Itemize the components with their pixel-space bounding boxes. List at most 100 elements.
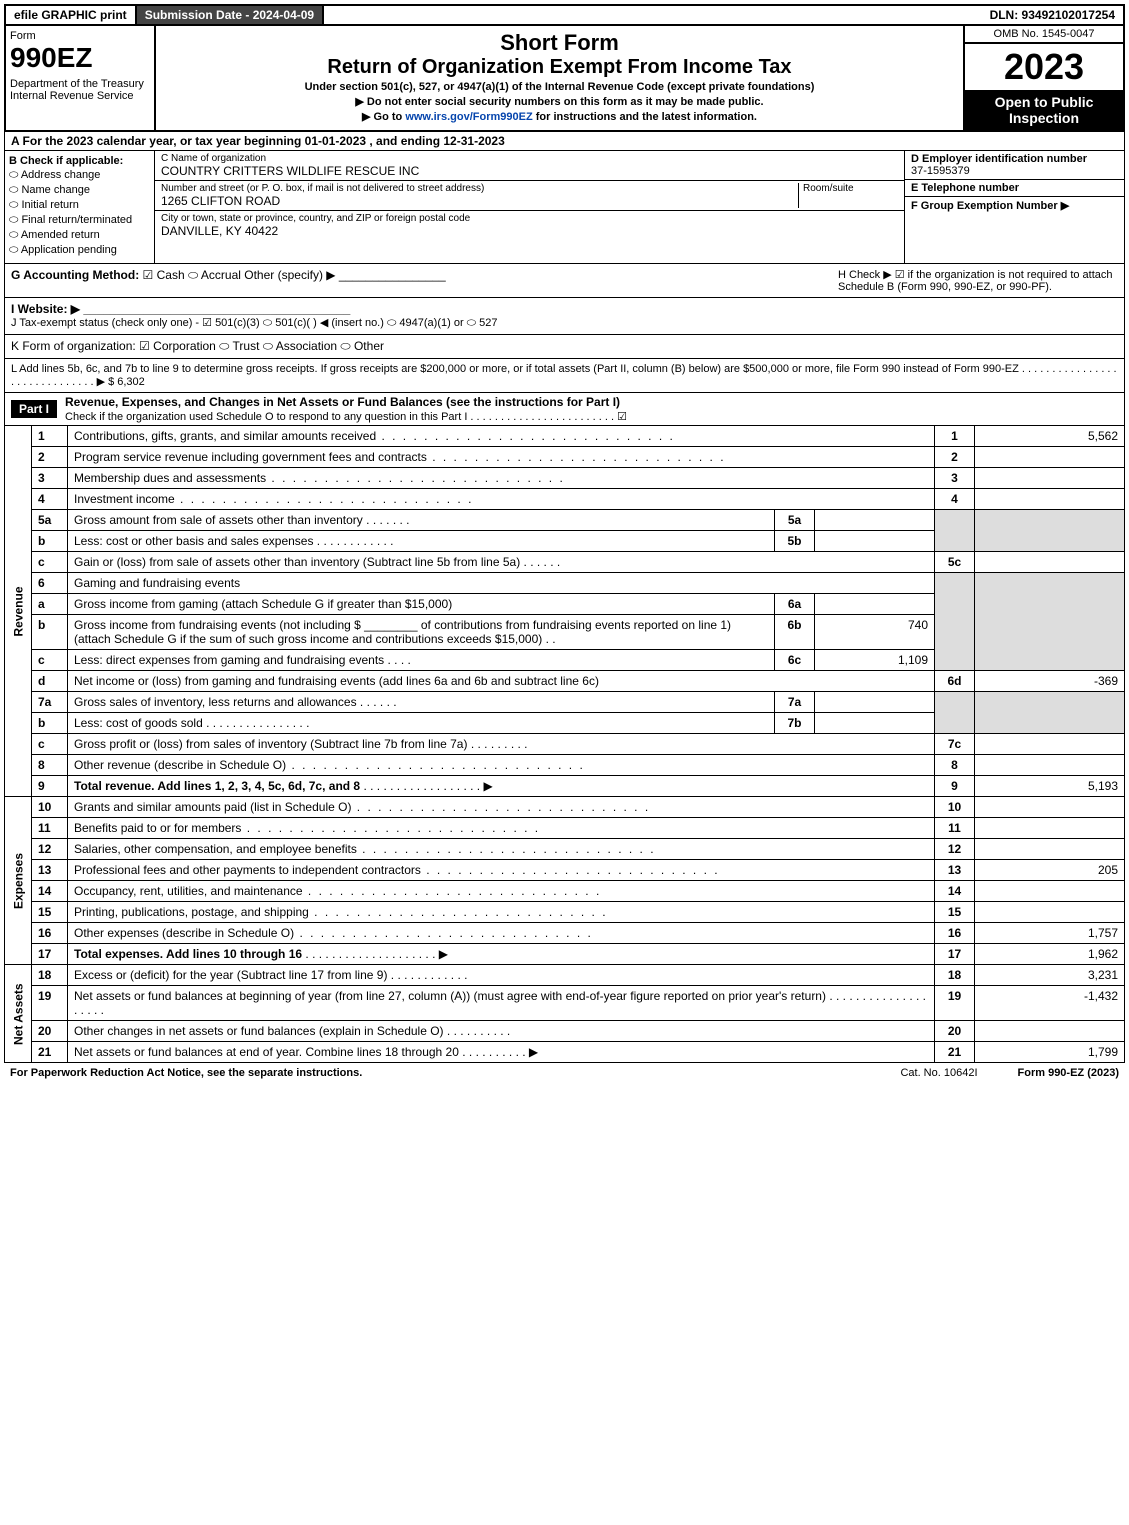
ln1-num: 1 xyxy=(32,426,68,447)
subtitle: Under section 501(c), 527, or 4947(a)(1)… xyxy=(160,81,959,93)
efile-label[interactable]: efile GRAPHIC print xyxy=(6,6,137,24)
chk-address[interactable]: Address change xyxy=(9,169,150,182)
ln10-desc: Grants and similar amounts paid (list in… xyxy=(74,800,351,814)
row-k: K Form of organization: ☑ Corporation ⬭ … xyxy=(4,335,1125,359)
ln6c-val: 1,109 xyxy=(815,650,935,671)
footer-left: For Paperwork Reduction Act Notice, see … xyxy=(10,1067,860,1079)
part1-check: Check if the organization used Schedule … xyxy=(65,411,627,423)
ln5b-val xyxy=(815,531,935,552)
org-street: 1265 CLIFTON ROAD xyxy=(161,194,280,208)
ln2-desc: Program service revenue including govern… xyxy=(74,450,427,464)
form-header: Form 990EZ Department of the Treasury In… xyxy=(4,26,1125,132)
ln13-desc: Professional fees and other payments to … xyxy=(74,863,421,877)
ln6-desc: Gaming and fundraising events xyxy=(68,573,935,594)
ln6b-pre: Gross income from fundraising events (no… xyxy=(74,618,361,632)
sidebar-expenses: Expenses xyxy=(5,797,32,965)
c-street-label: Number and street (or P. O. box, if mail… xyxy=(161,183,798,194)
j-status: J Tax-exempt status (check only one) - ☑… xyxy=(11,316,1118,330)
ln5a-val xyxy=(815,510,935,531)
section-c: C Name of organization COUNTRY CRITTERS … xyxy=(155,151,904,263)
row-gh: G Accounting Method: ☑ Cash ⬭ Accrual Ot… xyxy=(4,264,1125,298)
ln15-desc: Printing, publications, postage, and shi… xyxy=(74,905,309,919)
c-room-label: Room/suite xyxy=(803,183,898,194)
ln19-val: -1,432 xyxy=(975,986,1125,1021)
ln20-val xyxy=(975,1021,1125,1042)
ln21-desc: Net assets or fund balances at end of ye… xyxy=(74,1045,459,1059)
top-bar: efile GRAPHIC print Submission Date - 20… xyxy=(4,4,1125,26)
ln1-val: 5,562 xyxy=(975,426,1125,447)
chk-initial[interactable]: Initial return xyxy=(9,199,150,212)
ln5c-desc: Gain or (loss) from sale of assets other… xyxy=(74,555,520,569)
tax-year: 2023 xyxy=(965,44,1123,90)
ln20-desc: Other changes in net assets or fund bala… xyxy=(74,1024,444,1038)
form-label: Form xyxy=(10,30,150,42)
row-ijk: I Website: ▶ ___________________________… xyxy=(4,298,1125,335)
ln1-box: 1 xyxy=(935,426,975,447)
ln7c-val xyxy=(975,734,1125,755)
ln21-val: 1,799 xyxy=(975,1042,1125,1063)
ln10-val xyxy=(975,797,1125,818)
ln6a-desc: Gross income from gaming (attach Schedul… xyxy=(74,597,452,611)
block-bcd: B Check if applicable: Address change Na… xyxy=(4,151,1125,264)
ln6c-desc: Less: direct expenses from gaming and fu… xyxy=(74,653,384,667)
ln4-desc: Investment income xyxy=(74,492,175,506)
ln19-desc: Net assets or fund balances at beginning… xyxy=(74,989,826,1003)
part1-header-row: Part I Revenue, Expenses, and Changes in… xyxy=(4,393,1125,426)
dept-label: Department of the Treasury Internal Reve… xyxy=(10,78,150,102)
ln17-desc: Total expenses. Add lines 10 through 16 xyxy=(74,947,302,961)
note-link: ▶ Go to www.irs.gov/Form990EZ for instru… xyxy=(160,110,959,123)
lines-table: Revenue 1 Contributions, gifts, grants, … xyxy=(4,426,1125,1063)
ein: 37-1595379 xyxy=(911,165,970,177)
h-check: H Check ▶ ☑ if the organization is not r… xyxy=(838,268,1118,293)
ln18-val: 3,231 xyxy=(975,965,1125,986)
ln16-val: 1,757 xyxy=(975,923,1125,944)
chk-pending[interactable]: Application pending xyxy=(9,244,150,257)
b-label: B Check if applicable: xyxy=(9,155,123,167)
g-options: ☑ Cash ⬭ Accrual Other (specify) ▶ _____… xyxy=(143,268,446,282)
omb-number: OMB No. 1545-0047 xyxy=(965,26,1123,44)
ln5b-desc: Less: cost or other basis and sales expe… xyxy=(74,534,313,548)
ln14-val xyxy=(975,881,1125,902)
chk-final[interactable]: Final return/terminated xyxy=(9,214,150,227)
ln12-desc: Salaries, other compensation, and employ… xyxy=(74,842,357,856)
open-public: Open to Public Inspection xyxy=(965,90,1123,130)
ln2-val xyxy=(975,447,1125,468)
ln5a-desc: Gross amount from sale of assets other t… xyxy=(74,513,363,527)
footer-mid: Cat. No. 10642I xyxy=(900,1067,977,1079)
ln9-val: 5,193 xyxy=(975,776,1125,797)
ln15-val xyxy=(975,902,1125,923)
chk-name[interactable]: Name change xyxy=(9,184,150,197)
header-center: Short Form Return of Organization Exempt… xyxy=(156,26,963,130)
c-name-label: C Name of organization xyxy=(161,153,898,164)
ln9-desc: Total revenue. Add lines 1, 2, 3, 4, 5c,… xyxy=(74,779,360,793)
g-label: G Accounting Method: xyxy=(11,268,139,282)
org-name: COUNTRY CRITTERS WILDLIFE RESCUE INC xyxy=(161,164,419,178)
ln16-desc: Other expenses (describe in Schedule O) xyxy=(74,926,294,940)
c-city-label: City or town, state or province, country… xyxy=(161,213,898,224)
ln3-desc: Membership dues and assessments xyxy=(74,471,266,485)
org-city: DANVILLE, KY 40422 xyxy=(161,224,278,238)
title-return: Return of Organization Exempt From Incom… xyxy=(160,56,959,79)
line-a: A For the 2023 calendar year, or tax yea… xyxy=(4,132,1125,151)
ln18-desc: Excess or (deficit) for the year (Subtra… xyxy=(74,968,387,982)
ln7c-desc: Gross profit or (loss) from sales of inv… xyxy=(74,737,467,751)
section-d: D Employer identification number37-15953… xyxy=(904,151,1124,263)
ln14-desc: Occupancy, rent, utilities, and maintena… xyxy=(74,884,303,898)
i-website: I Website: ▶ ___________________________… xyxy=(11,302,1118,316)
irs-link[interactable]: www.irs.gov/Form990EZ xyxy=(405,111,532,123)
submission-date: Submission Date - 2024-04-09 xyxy=(137,6,324,24)
sidebar-revenue: Revenue xyxy=(5,426,32,797)
ln7b-val xyxy=(815,713,935,734)
header-right: OMB No. 1545-0047 2023 Open to Public In… xyxy=(963,26,1123,130)
chk-amended[interactable]: Amended return xyxy=(9,229,150,242)
ln4-val xyxy=(975,489,1125,510)
d-label: D Employer identification number xyxy=(911,153,1087,165)
section-b: B Check if applicable: Address change Na… xyxy=(5,151,155,263)
ln1-desc: Contributions, gifts, grants, and simila… xyxy=(74,429,376,443)
footer-right: Form 990-EZ (2023) xyxy=(1018,1067,1119,1079)
ln6b-val: 740 xyxy=(815,615,935,650)
part1-label: Part I xyxy=(11,400,57,418)
ln7a-val xyxy=(815,692,935,713)
ln7b-desc: Less: cost of goods sold xyxy=(74,716,203,730)
ln3-val xyxy=(975,468,1125,489)
